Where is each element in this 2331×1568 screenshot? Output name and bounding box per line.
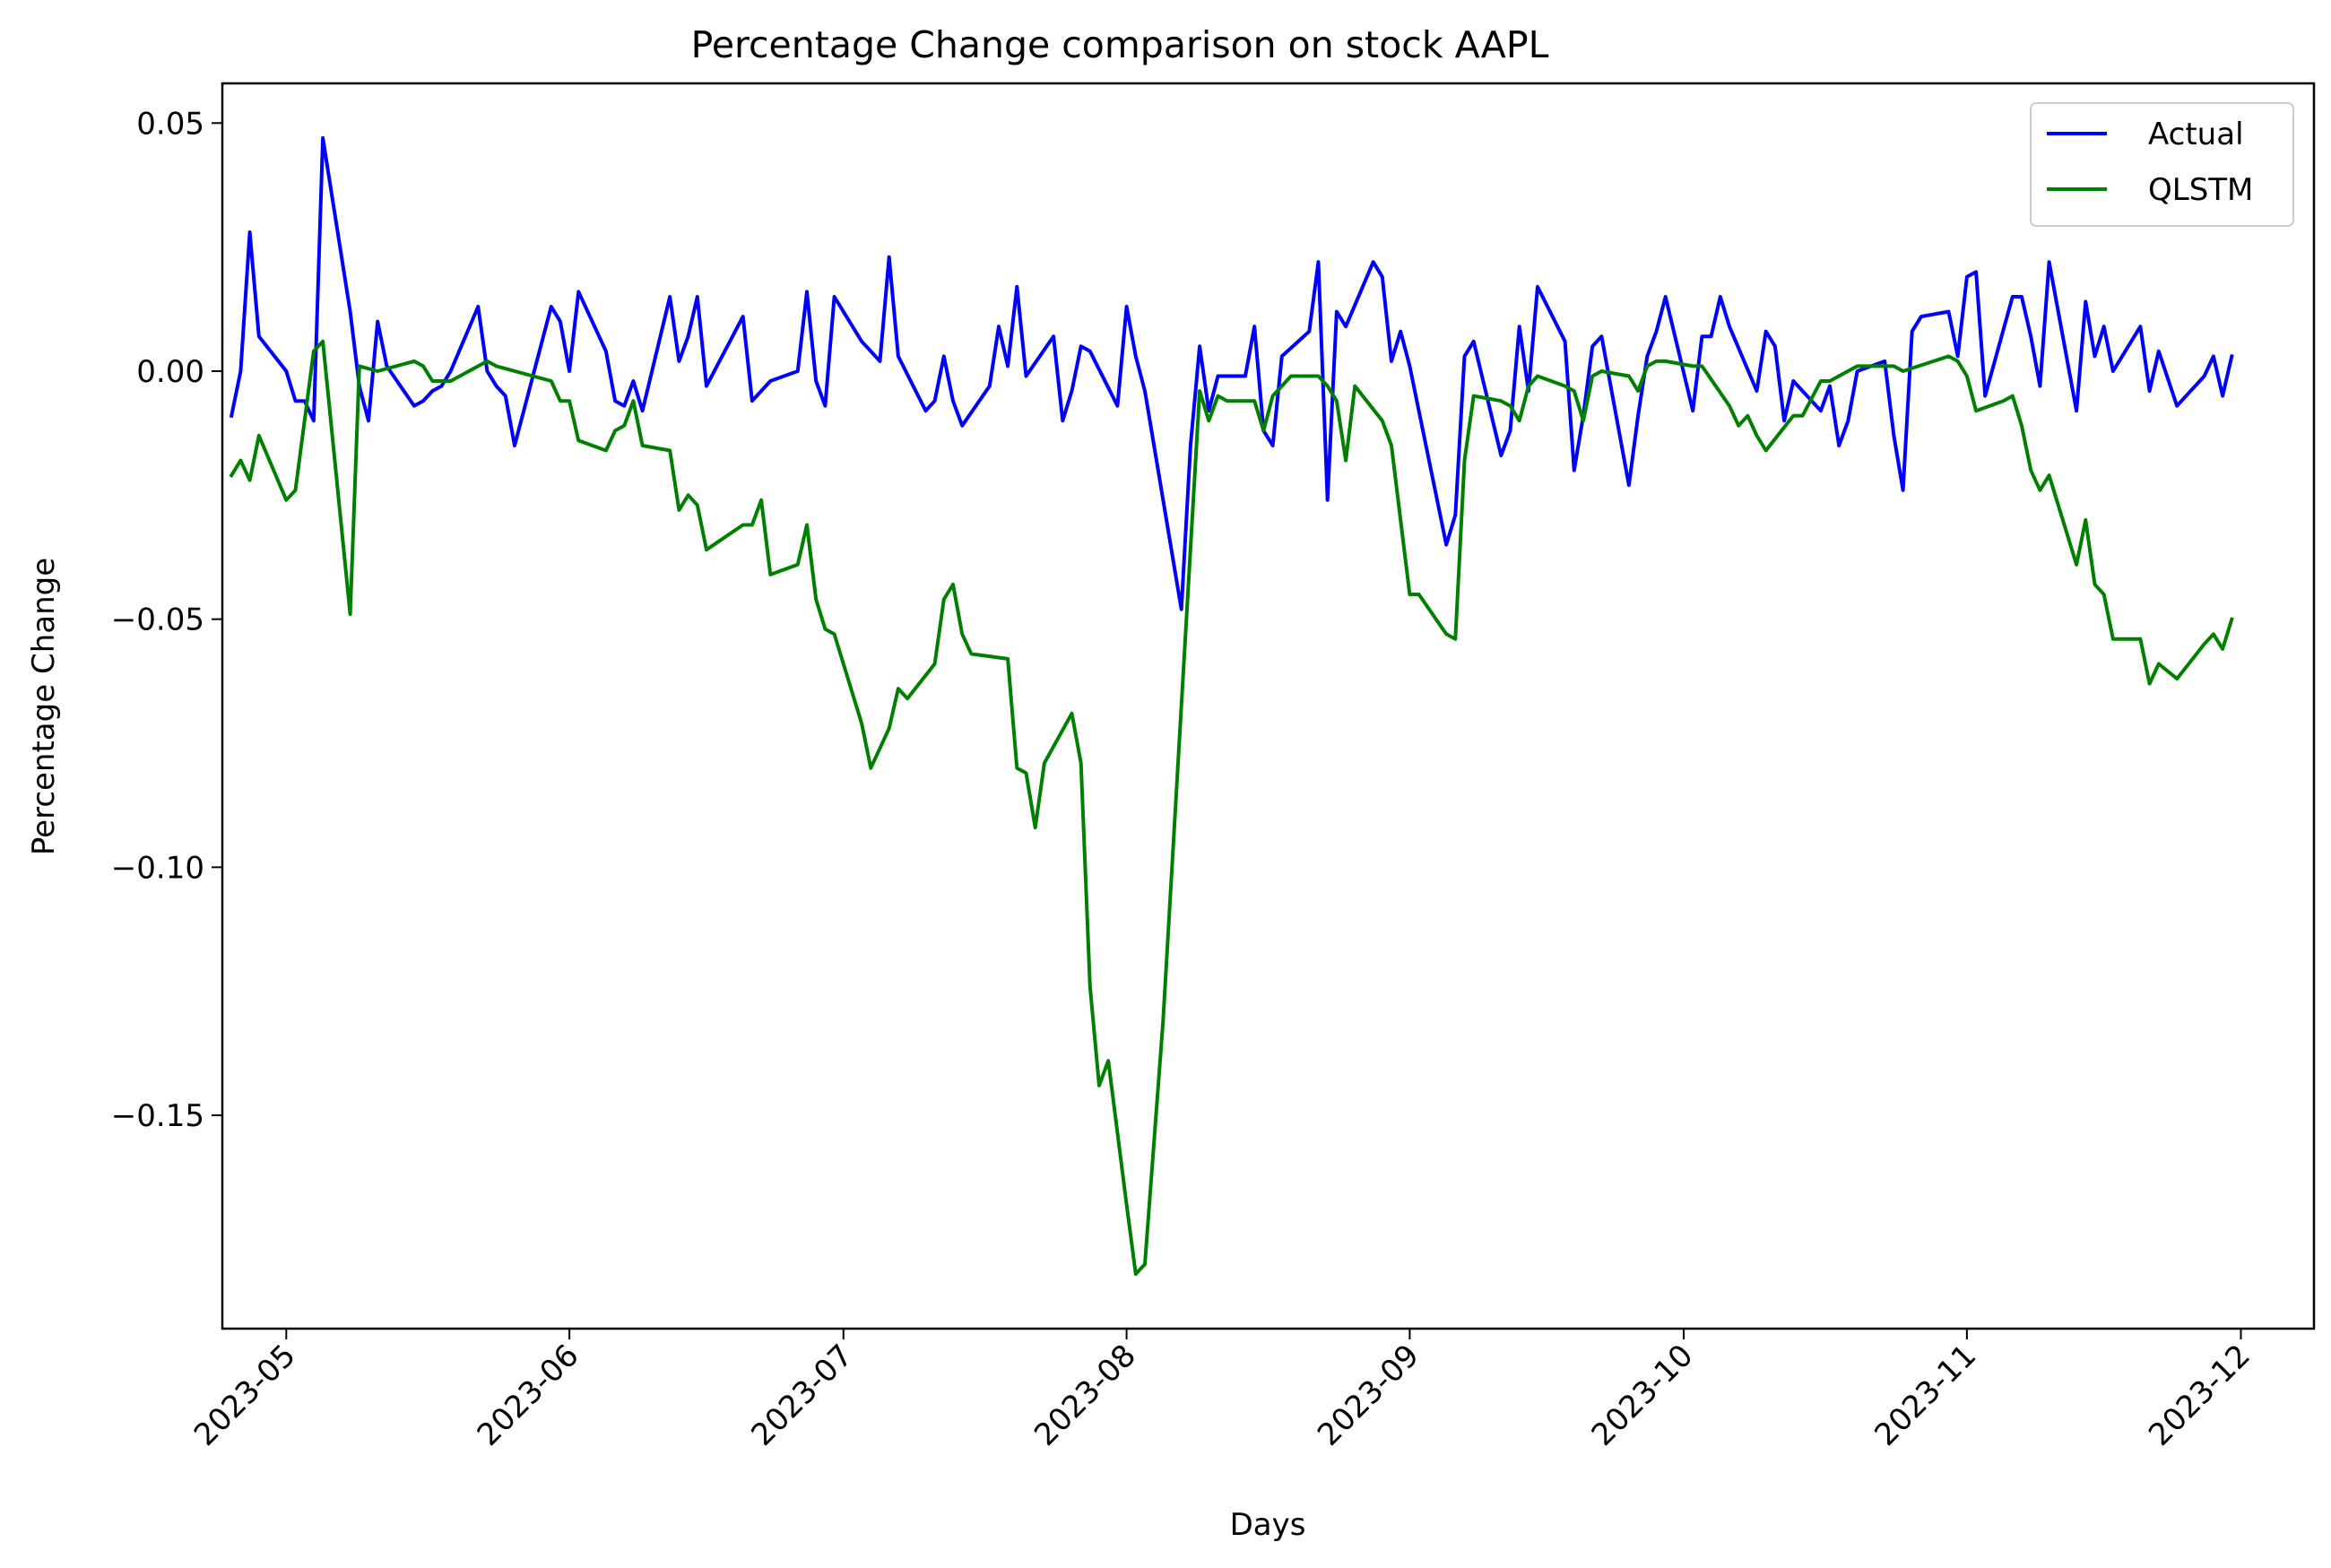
y-tick-label: 0.00 bbox=[136, 354, 204, 390]
y-tick-label: −0.05 bbox=[111, 602, 204, 638]
y-axis: 0.05 0.00 −0.05 −0.10 −0.15 bbox=[111, 106, 222, 1134]
legend: Actual QLSTM bbox=[2030, 102, 2294, 227]
y-tick-label: −0.15 bbox=[111, 1098, 204, 1134]
legend-qlstm-label: QLSTM bbox=[2148, 172, 2253, 208]
y-axis-title: Percentage Change bbox=[26, 558, 62, 855]
series-line-actual bbox=[229, 135, 2234, 611]
series-line-qlstm bbox=[229, 339, 2234, 1277]
y-tick-label: −0.10 bbox=[111, 850, 204, 886]
x-axis-title: Days bbox=[1230, 1507, 1306, 1543]
y-tick-label: 0.05 bbox=[136, 106, 204, 142]
legend-actual-label: Actual bbox=[2148, 117, 2244, 152]
chart-title: Percentage Change comparison on stock AA… bbox=[691, 23, 1549, 66]
plot-lines bbox=[229, 135, 2234, 1277]
plot-frame bbox=[221, 82, 2316, 1330]
